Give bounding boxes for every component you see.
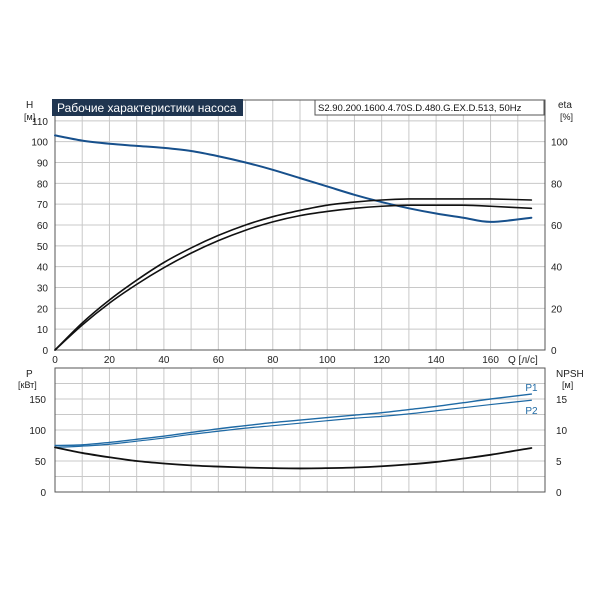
y2-tick-label-npsh: 10 bbox=[556, 426, 568, 437]
y-axis-unit-p: [кВт] bbox=[18, 380, 37, 390]
y-tick-label-h: 0 bbox=[42, 346, 48, 357]
y2-tick-label-eta: 60 bbox=[551, 221, 563, 232]
series-label-p2: P2 bbox=[525, 406, 538, 417]
y-axis-label-p: P bbox=[26, 369, 33, 380]
x-tick-label: 120 bbox=[373, 355, 390, 366]
y2-tick-label-eta: 20 bbox=[551, 304, 563, 315]
y2-axis-unit-npsh: [м] bbox=[562, 380, 573, 390]
y2-tick-label-npsh: 15 bbox=[556, 395, 568, 406]
y2-tick-label-eta: 80 bbox=[551, 179, 563, 190]
y-tick-label-h: 30 bbox=[37, 284, 49, 295]
y-tick-label-h: 20 bbox=[37, 304, 49, 315]
series-label-p1: P1 bbox=[525, 383, 538, 394]
y-tick-label-h: 10 bbox=[37, 325, 49, 336]
y2-axis-label-npsh: NPSH bbox=[556, 369, 584, 380]
y-tick-label-h: 90 bbox=[37, 159, 49, 170]
x-tick-label: 40 bbox=[158, 355, 170, 366]
chart-subtitle: S2.90.200.1600.4.70S.D.480.G.EX.D.513, 5… bbox=[318, 103, 522, 114]
y-tick-label-h: 50 bbox=[37, 242, 49, 253]
x-tick-label: 160 bbox=[482, 355, 499, 366]
y-tick-label-p: 50 bbox=[35, 457, 47, 468]
efficiency-curve-2 bbox=[54, 204, 533, 351]
y-tick-label-h: 70 bbox=[37, 200, 49, 211]
y-tick-label-p: 100 bbox=[29, 426, 46, 437]
efficiency-curve-1 bbox=[54, 198, 533, 351]
chart-title-background bbox=[52, 99, 243, 116]
y2-tick-label-npsh: 5 bbox=[556, 457, 562, 468]
y-axis-unit-h: [м] bbox=[24, 112, 35, 122]
power-p2-curve bbox=[54, 399, 532, 448]
y2-axis-label-eta: eta bbox=[558, 100, 572, 111]
y-tick-label-p: 150 bbox=[29, 395, 46, 406]
y-axis-label-h: H bbox=[26, 100, 33, 111]
chart-title: Рабочие характеристики насоса bbox=[57, 101, 237, 115]
npsh-curve bbox=[54, 446, 533, 470]
y2-tick-label-eta: 40 bbox=[551, 263, 563, 274]
y-tick-label-h: 60 bbox=[37, 221, 49, 232]
power-p1-curve bbox=[54, 393, 533, 447]
y-tick-label-p: 0 bbox=[40, 488, 46, 499]
y2-tick-label-eta: 0 bbox=[551, 346, 557, 357]
x-tick-label: 140 bbox=[428, 355, 445, 366]
y-tick-label-h: 110 bbox=[32, 117, 48, 128]
y2-tick-label-eta: 100 bbox=[551, 138, 568, 149]
x-tick-label: 60 bbox=[213, 355, 225, 366]
x-tick-label: 100 bbox=[319, 355, 336, 366]
x-axis-label: Q [л/с] bbox=[508, 355, 538, 366]
y-tick-label-h: 40 bbox=[37, 263, 49, 274]
x-tick-label: 0 bbox=[52, 355, 58, 366]
y-tick-label-h: 100 bbox=[31, 138, 48, 149]
model-label-box bbox=[314, 99, 545, 116]
y-tick-label-h: 80 bbox=[37, 179, 49, 190]
x-tick-label: 80 bbox=[267, 355, 279, 366]
x-tick-label: 20 bbox=[104, 355, 116, 366]
head-curve bbox=[54, 134, 533, 223]
y2-tick-label-npsh: 0 bbox=[556, 488, 562, 499]
y2-axis-unit-eta: [%] bbox=[560, 112, 573, 122]
top-plot-frame bbox=[54, 99, 546, 351]
bottom-plot-frame bbox=[54, 367, 546, 493]
